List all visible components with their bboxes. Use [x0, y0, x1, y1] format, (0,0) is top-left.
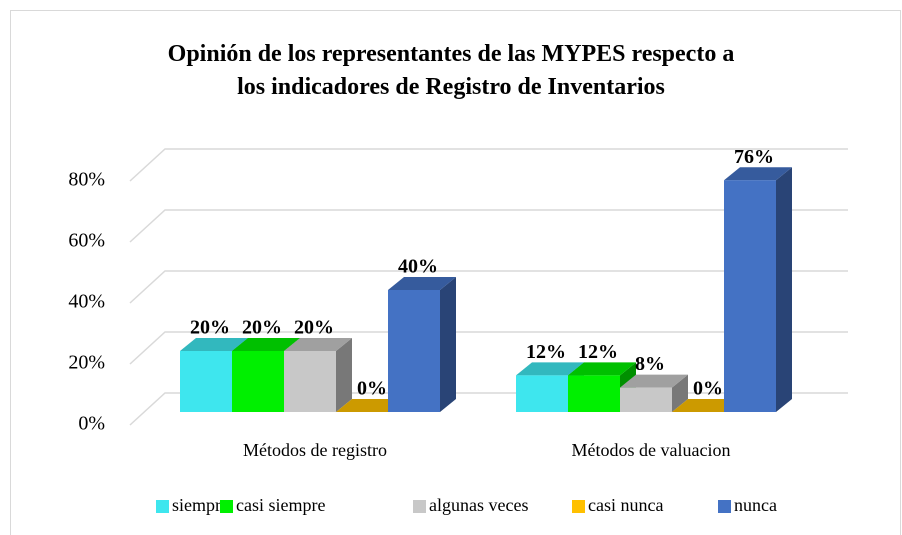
- grid-line: [129, 148, 848, 182]
- grid-line: [129, 209, 848, 243]
- data-label: 8%: [635, 353, 665, 375]
- y-tick-label: 0%: [78, 413, 105, 435]
- bar: [388, 277, 456, 412]
- legend-swatch: [572, 500, 585, 513]
- data-label: 76%: [734, 146, 774, 168]
- bar: [724, 167, 792, 412]
- y-tick-label: 20%: [68, 352, 105, 374]
- bar-top: [568, 362, 636, 376]
- bar-front: [724, 180, 776, 412]
- bar: [620, 374, 688, 412]
- x-tick-label: Métodos de valuacion: [572, 440, 731, 460]
- bar-top: [724, 167, 792, 181]
- bar-top: [516, 362, 584, 376]
- bar-side: [336, 338, 352, 412]
- bar-side: [776, 167, 792, 412]
- bar-front: [232, 351, 284, 412]
- bar-front: [620, 387, 672, 412]
- bar: [284, 338, 352, 412]
- grid-line: [129, 331, 848, 365]
- legend-label: algunas veces: [429, 495, 528, 515]
- x-tick-label: Métodos de registro: [243, 440, 387, 460]
- bar-front: [388, 290, 440, 412]
- bar-top: [388, 277, 456, 290]
- data-label: 12%: [526, 341, 566, 363]
- bar-front: [516, 375, 568, 412]
- legend-swatch: [413, 500, 426, 513]
- legend-label: casi nunca: [588, 495, 663, 515]
- data-label: 40%: [398, 256, 438, 278]
- legend-label: nunca: [734, 495, 777, 515]
- bar-top: [180, 338, 248, 351]
- data-label: 20%: [190, 317, 230, 339]
- data-label: 20%: [294, 317, 334, 339]
- data-label: 0%: [357, 378, 387, 400]
- legend-swatch: [156, 500, 169, 513]
- legend-label: casi siempre: [236, 495, 325, 515]
- bar-front: [284, 351, 336, 412]
- y-tick-label: 40%: [68, 291, 105, 313]
- grid-line: [129, 270, 848, 304]
- bar-top: [232, 338, 300, 351]
- data-label: 0%: [693, 378, 723, 400]
- y-tick-label: 60%: [68, 230, 105, 252]
- bar-top: [336, 399, 404, 412]
- data-label: 20%: [242, 317, 282, 339]
- bar-top: [672, 399, 740, 412]
- chart-title: Opinión de los representantes de las MYP…: [167, 41, 735, 100]
- legend-swatch: [220, 500, 233, 513]
- data-label: 12%: [578, 341, 618, 363]
- legend-swatch: [718, 500, 731, 513]
- bar-side: [672, 374, 688, 412]
- bar-front: [568, 375, 620, 412]
- bar-top: [284, 338, 352, 351]
- bar-side: [440, 277, 456, 412]
- bar: [672, 399, 740, 412]
- y-tick-label: 80%: [68, 169, 105, 191]
- bar-front: [180, 351, 232, 412]
- bar: [336, 399, 404, 412]
- legend-label: siempre: [172, 495, 229, 515]
- bar-top: [620, 374, 688, 388]
